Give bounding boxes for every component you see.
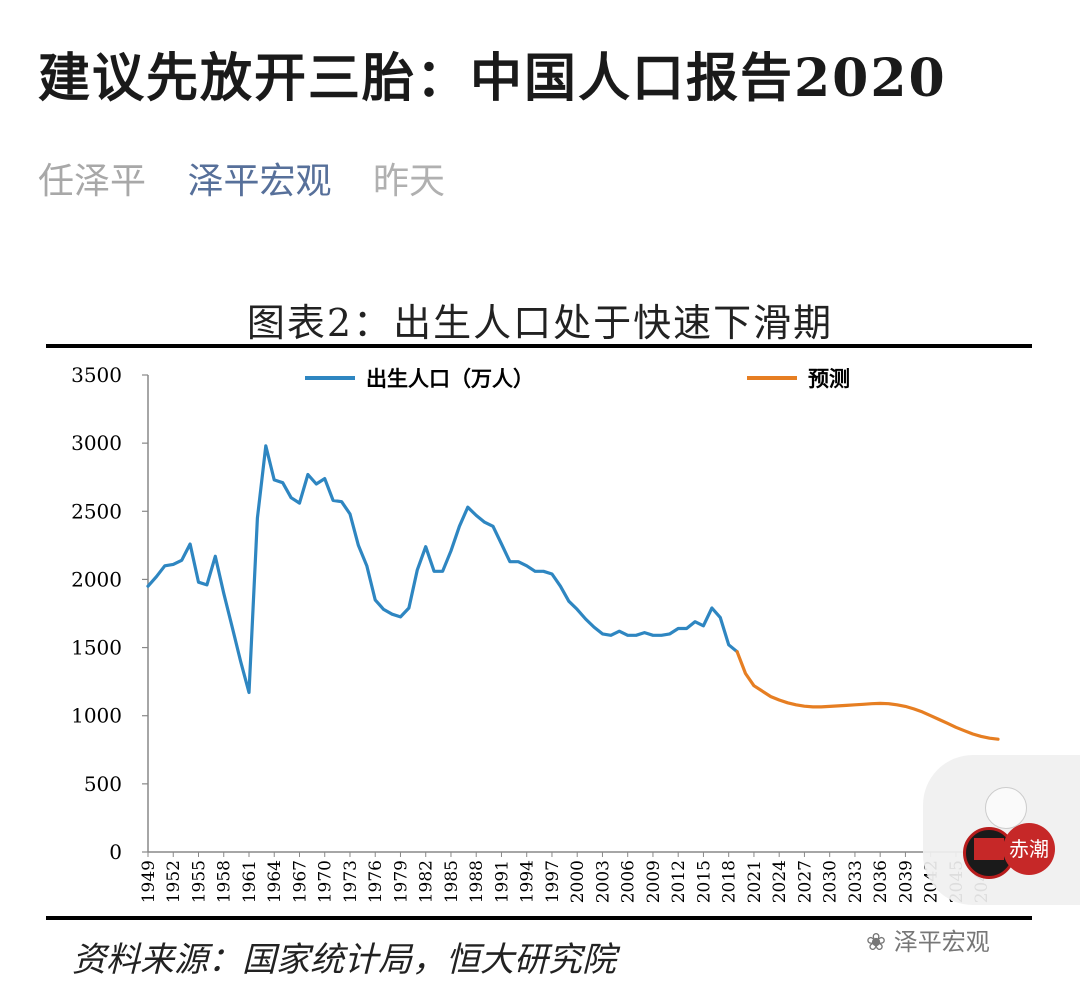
legend-label-births: 出生人口（万人）	[366, 367, 534, 391]
x-tick-label: 2039	[896, 860, 916, 903]
y-tick-label: 0	[109, 840, 122, 864]
floating-badge[interactable]: 赤潮	[923, 755, 1080, 905]
sketch-avatar-icon	[985, 787, 1027, 829]
x-tick-label: 2003	[593, 860, 613, 903]
x-tick-label: 2009	[644, 860, 664, 903]
x-tick-label: 2027	[795, 860, 815, 903]
watermark: ❀ 泽平宏观	[866, 928, 990, 956]
y-tick-label: 1500	[71, 636, 122, 660]
legend: 出生人口（万人） 预测	[305, 367, 850, 391]
y-tick-label: 1000	[71, 704, 122, 728]
x-tick-label: 2006	[619, 860, 639, 903]
x-tick-label: 2018	[720, 860, 740, 903]
y-tick-label: 2500	[71, 499, 122, 523]
y-tick-labels: 0 500 1000 1500 2000 2500 3000 3500	[71, 363, 122, 864]
x-tick-label: 1973	[341, 860, 361, 903]
chart-title: 图表2：出生人口处于快速下滑期	[246, 301, 834, 345]
x-tick-label: 2021	[745, 860, 765, 903]
x-tick-label: 2030	[821, 860, 841, 903]
x-tick-label: 1994	[518, 860, 538, 903]
x-tick-label: 1961	[240, 860, 260, 903]
publish-time: 昨天	[372, 161, 445, 202]
x-tick-label: 2000	[568, 860, 588, 903]
x-tick-label: 1958	[215, 860, 235, 903]
badge-label: 赤潮	[1003, 823, 1055, 875]
x-tick-label: 1970	[316, 860, 336, 903]
x-tick-label: 1964	[265, 860, 285, 903]
author-name[interactable]: 任泽平	[38, 161, 147, 202]
source-note: 资料来源：国家统计局，恒大研究院	[72, 940, 616, 980]
account-link[interactable]: 泽平宏观	[187, 161, 332, 202]
x-tick-label: 1955	[189, 860, 209, 903]
x-tick-label: 1967	[290, 860, 310, 903]
series-lines	[146, 444, 1000, 741]
series-line-births	[146, 444, 739, 695]
y-tick-label: 2000	[71, 567, 122, 591]
x-tick-label: 1991	[492, 860, 512, 903]
x-tick-label: 2024	[770, 860, 790, 903]
x-tick-label: 2033	[846, 860, 866, 903]
x-tick-label: 2012	[669, 860, 689, 903]
x-tick-label: 1985	[442, 860, 462, 903]
axes	[142, 374, 998, 857]
y-tick-label: 500	[84, 772, 122, 796]
y-tick-label: 3000	[71, 431, 122, 455]
byline: 任泽平 泽平宏观 昨天	[38, 152, 475, 204]
x-tick-label: 1982	[417, 860, 437, 903]
x-tick-label: 1979	[391, 860, 411, 903]
series-line-forecast	[735, 650, 1000, 741]
watermark-text: 泽平宏观	[893, 928, 990, 956]
x-tick-label: 1952	[164, 860, 184, 903]
x-tick-label: 2036	[871, 860, 891, 903]
x-tick-label: 1997	[543, 860, 563, 903]
x-tick-label: 1976	[366, 860, 386, 903]
y-tick-label: 3500	[71, 363, 122, 387]
x-tick-label: 2015	[694, 860, 714, 903]
x-tick-label: 1949	[139, 860, 159, 903]
x-tick-label: 1988	[467, 860, 487, 903]
article-title: 建议先放开三胎：中国人口报告2020	[38, 48, 947, 109]
x-tick-labels: 1949 1952 1955 1958 1961 1964 1967 1970 1973 1976…	[139, 860, 992, 903]
legend-label-forecast: 预测	[808, 367, 850, 391]
